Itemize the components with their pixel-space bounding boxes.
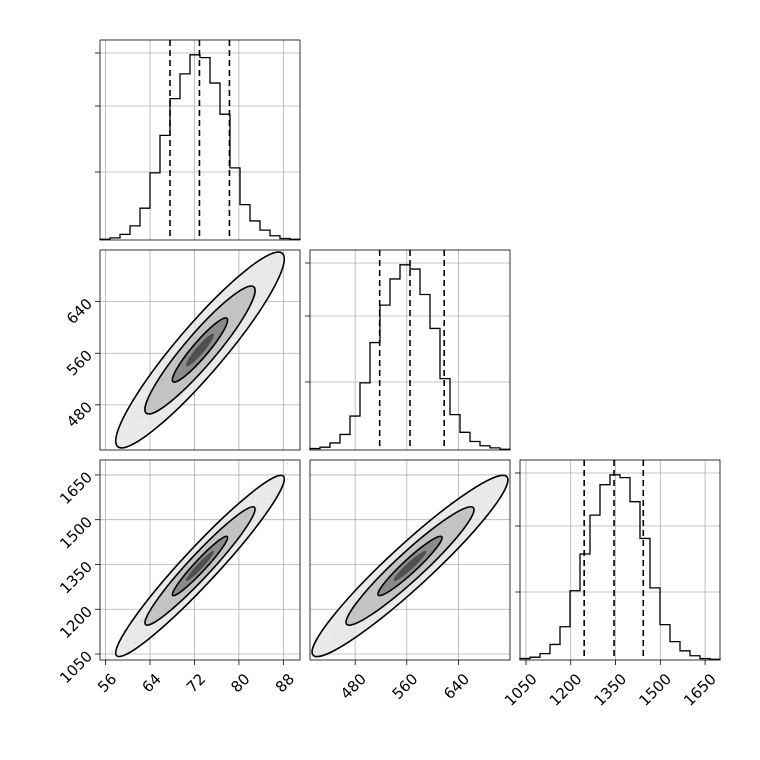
histogram-panel-0 (95, 39, 301, 241)
scatter-panel-1-2 (309, 459, 511, 661)
xtick-label-0-1: 64 (139, 670, 165, 696)
scatter-area-0-2 (100, 460, 300, 660)
ytick-label-2-4: 1650 (56, 468, 96, 508)
ytick-label-1-2: 640 (63, 295, 96, 328)
xtick-label-1-2: 640 (440, 670, 473, 703)
scatter-point (286, 478, 289, 481)
scatter-point (193, 393, 196, 397)
ytick-label-1-1: 560 (63, 347, 96, 380)
xtick-label-0-2: 72 (183, 670, 209, 696)
ytick-label-1-0: 480 (63, 398, 96, 431)
xtick-label-2-4: 1650 (680, 670, 720, 710)
histogram-0 (99, 54, 301, 240)
scatter-point (421, 585, 424, 588)
histogram-panel-1 (305, 249, 511, 451)
scatter-area-0-1 (100, 250, 300, 450)
contour-1-2-0 (377, 535, 443, 597)
histogram-panel-2 (515, 459, 721, 661)
xtick-label-2-2: 1350 (591, 670, 631, 710)
xtick-label-2-0: 1050 (501, 670, 541, 710)
scatter-point (110, 651, 113, 654)
density-fill-1-2-0 (393, 550, 427, 582)
contour-0-2-2 (114, 474, 286, 658)
xtick-label-2-1: 1200 (546, 670, 586, 710)
ytick-label-2-3: 1500 (56, 513, 96, 553)
ytick-label-2-1: 1200 (56, 603, 96, 643)
density-fill-0-2-0 (185, 550, 215, 582)
xtick-label-2-3: 1500 (635, 670, 675, 710)
contour-0-1-1 (144, 285, 256, 415)
contour-0-1-2 (114, 251, 286, 449)
histogram-frame-1 (309, 249, 511, 451)
histogram-2 (519, 474, 721, 660)
scatter-point (449, 501, 452, 504)
density-fill-0-1-0 (185, 333, 215, 367)
scatter-point (217, 289, 220, 292)
scatter-point (286, 462, 289, 465)
contour-0-2-0 (171, 535, 229, 597)
contour-0-2-1 (144, 505, 256, 626)
histogram-frame-2 (519, 459, 721, 661)
scatter-panel-0-1 (99, 249, 301, 451)
scatter-frame-1-2 (309, 459, 511, 661)
contour-0-1-0 (171, 317, 229, 383)
scatter-point (251, 487, 254, 490)
scatter-frame-0-1 (99, 249, 301, 451)
xtick-label-0-3: 80 (227, 670, 253, 696)
histogram-1 (309, 264, 511, 450)
contour-1-2-1 (345, 505, 475, 626)
scatter-point (152, 637, 155, 640)
scatter-point (138, 441, 141, 444)
xtick-label-1-1: 560 (389, 670, 422, 703)
scatter-panel-0-2 (99, 459, 301, 661)
ytick-label-2-2: 1350 (56, 558, 96, 598)
histogram-frame-0 (99, 39, 301, 241)
scatter-frame-0-2 (99, 459, 301, 661)
xtick-label-0-4: 88 (272, 670, 298, 696)
scatter-point (283, 474, 286, 477)
xtick-label-1-0: 480 (337, 670, 370, 703)
contour-1-2-2 (311, 474, 509, 658)
ytick-label-2-0: 1050 (56, 647, 96, 687)
xtick-label-0-0: 56 (94, 670, 120, 696)
scatter-area-1-2 (310, 460, 510, 660)
